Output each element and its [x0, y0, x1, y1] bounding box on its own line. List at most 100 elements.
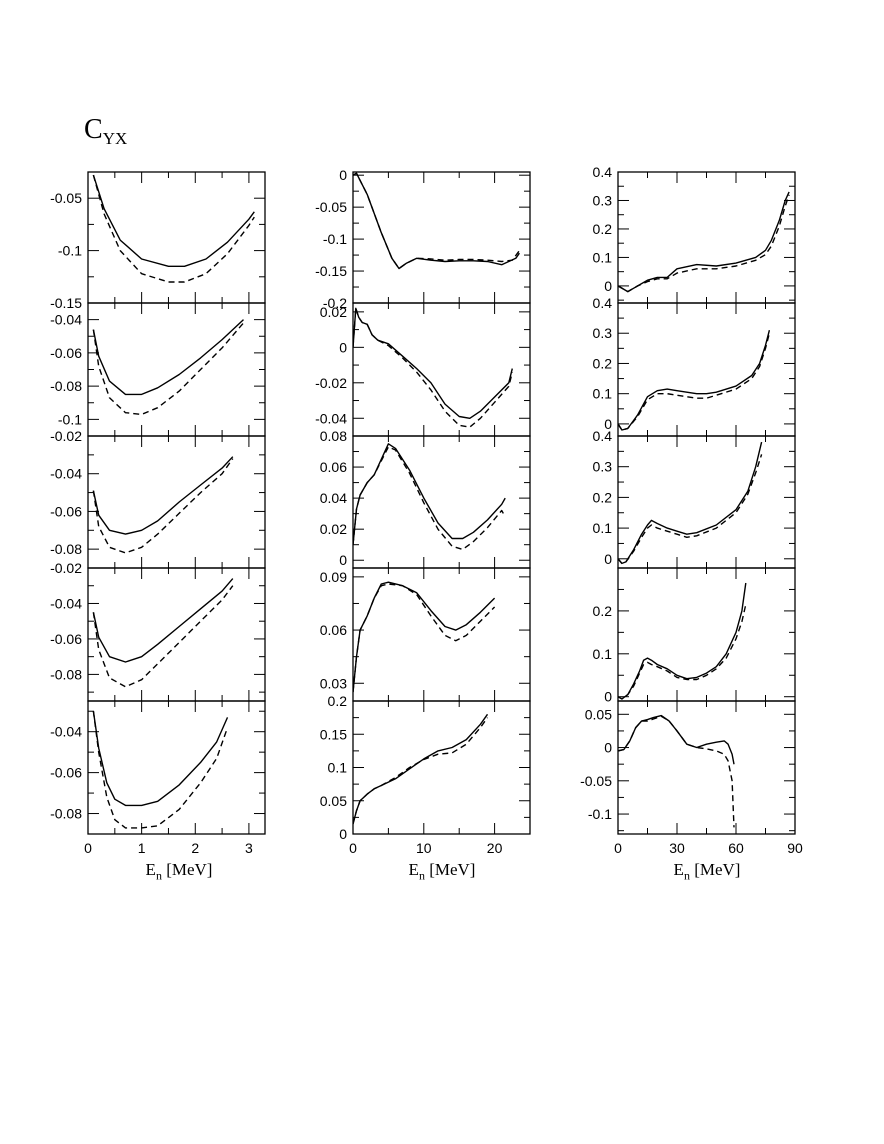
x-tick-label: 30: [669, 840, 685, 856]
y-tick-label: -0.06: [50, 765, 82, 781]
y-tick-label: 0.4: [593, 295, 613, 311]
x-tick-label: 0: [614, 840, 622, 856]
y-tick-label: 0.02: [320, 304, 347, 320]
dashed-series-line: [618, 454, 763, 565]
y-tick-label: -0.04: [50, 466, 82, 482]
x-label-unit: [MeV]: [424, 860, 476, 879]
y-tick-label: 0: [604, 278, 612, 294]
y-tick-label: -0.05: [50, 190, 82, 206]
panel-r4-c0: -0.04 -0.06 -0.08 0 1 2 3: [50, 700, 266, 856]
solid-series-line: [353, 443, 506, 545]
x-label-unit: [MeV]: [689, 860, 741, 879]
y-tick-label: 0: [604, 689, 612, 705]
y-tick-label: -0.08: [50, 378, 82, 394]
y-tick-label: 0.1: [593, 249, 613, 265]
panel-r2-c2: 0 0.1 0.2 0.3 0.4: [593, 428, 796, 569]
y-tick-label: 0.2: [593, 603, 613, 619]
panel-frame: [617, 567, 796, 702]
panel-r0-c1: 0 -0.05 -0.1 -0.15 -0.2: [315, 167, 531, 311]
x-label-main: E: [408, 860, 419, 879]
y-tick-label: 0.06: [320, 622, 347, 638]
dashed-series-line: [353, 583, 496, 693]
x-tick-label: 20: [487, 840, 503, 856]
title-subscript: YX: [102, 129, 128, 148]
solid-series-line: [618, 714, 735, 765]
y-tick-label: 0.1: [593, 646, 613, 662]
panel-frame: [352, 171, 531, 304]
y-tick-label: -0.02: [50, 428, 82, 444]
solid-series-line: [92, 578, 234, 663]
y-tick-label: -0.04: [315, 410, 347, 426]
dashed-series-line: [618, 604, 747, 700]
solid-series-line: [353, 307, 513, 419]
solid-series-line: [92, 711, 229, 807]
dashed-series-line: [92, 458, 234, 554]
x-axis-label-col-1: En [MeV]: [362, 860, 522, 883]
x-label-main: E: [673, 860, 684, 879]
x-label-sub: n: [683, 868, 690, 883]
dashed-series-line: [353, 172, 520, 270]
x-axis-label-col-2: En [MeV]: [627, 860, 787, 883]
y-tick-label: -0.2: [323, 295, 347, 311]
y-tick-label: -0.1: [58, 243, 82, 259]
y-tick-label: -0.04: [50, 312, 82, 328]
y-tick-label: -0.04: [50, 724, 82, 740]
x-axis-label-col-0: En [MeV]: [99, 860, 259, 883]
panel-frame: [87, 302, 266, 437]
y-tick-label: 0: [604, 551, 612, 567]
y-tick-label: -0.15: [315, 263, 347, 279]
panel-r1-c0: -0.04 -0.06 -0.08 -0.1: [50, 302, 266, 437]
y-tick-label: 0.3: [593, 325, 613, 341]
dashed-series-line: [618, 194, 790, 293]
y-tick-label: -0.06: [50, 631, 82, 647]
panel-r2-c0: -0.02 -0.04 -0.06 -0.08: [50, 428, 266, 569]
panel-frame: [87, 171, 266, 304]
y-tick-label: -0.08: [50, 666, 82, 682]
panel-r4-c1: 0.2 0.15 0.1 0.05 00 10 20: [320, 693, 531, 856]
panel-frame: [617, 302, 796, 437]
y-tick-label: -0.08: [50, 806, 82, 822]
y-tick-label: 0.3: [593, 192, 613, 208]
dashed-series-line: [92, 174, 255, 283]
solid-series-line: [353, 581, 496, 693]
y-tick-label: 0.3: [593, 459, 613, 475]
solid-series-line: [618, 191, 790, 293]
panel-frame: [617, 435, 796, 569]
y-tick-label: -0.02: [50, 560, 82, 576]
dashed-series-line: [353, 717, 489, 825]
y-tick-label: 0.02: [320, 521, 347, 537]
y-tick-label: 0.2: [328, 693, 348, 709]
y-tick-label: 0.4: [593, 164, 613, 180]
y-tick-label: 0: [339, 826, 347, 842]
x-label-unit: [MeV]: [161, 860, 213, 879]
y-tick-label: -0.05: [580, 773, 612, 789]
title-main: C: [84, 114, 103, 145]
y-tick-label: -0.02: [315, 375, 347, 391]
x-tick-label: 2: [191, 840, 199, 856]
x-label-sub: n: [418, 868, 425, 883]
y-tick-label: 0: [339, 552, 347, 568]
panel-r4-c2: 0.05 0 -0.05 -0.1 0 30 60 90: [580, 700, 803, 856]
x-tick-label: 90: [787, 840, 803, 856]
x-label-main: E: [145, 860, 156, 879]
dashed-series-line: [92, 711, 229, 829]
panel-r3-c0: -0.02 -0.04 -0.06 -0.08: [50, 560, 266, 702]
panel-frame: [352, 700, 531, 835]
y-tick-label: -0.15: [50, 295, 82, 311]
panel-r1-c1: 0.02 0 -0.02 -0.04: [315, 302, 531, 437]
solid-series-line: [618, 441, 763, 565]
x-tick-label: 10: [416, 840, 432, 856]
y-tick-label: -0.08: [50, 541, 82, 557]
y-tick-label: 0: [604, 416, 612, 432]
y-tick-label: 0.05: [585, 706, 612, 722]
y-tick-label: 0.06: [320, 459, 347, 475]
x-label-sub: n: [155, 868, 162, 883]
dashed-series-line: [353, 307, 513, 428]
dashed-series-line: [618, 715, 735, 828]
y-tick-label: 0.1: [593, 386, 613, 402]
y-tick-label: 0: [604, 740, 612, 756]
y-tick-label: 0.1: [593, 520, 613, 536]
y-tick-label: 0.09: [320, 569, 347, 585]
y-tick-label: -0.06: [50, 503, 82, 519]
y-tick-label: 0.15: [320, 726, 347, 742]
